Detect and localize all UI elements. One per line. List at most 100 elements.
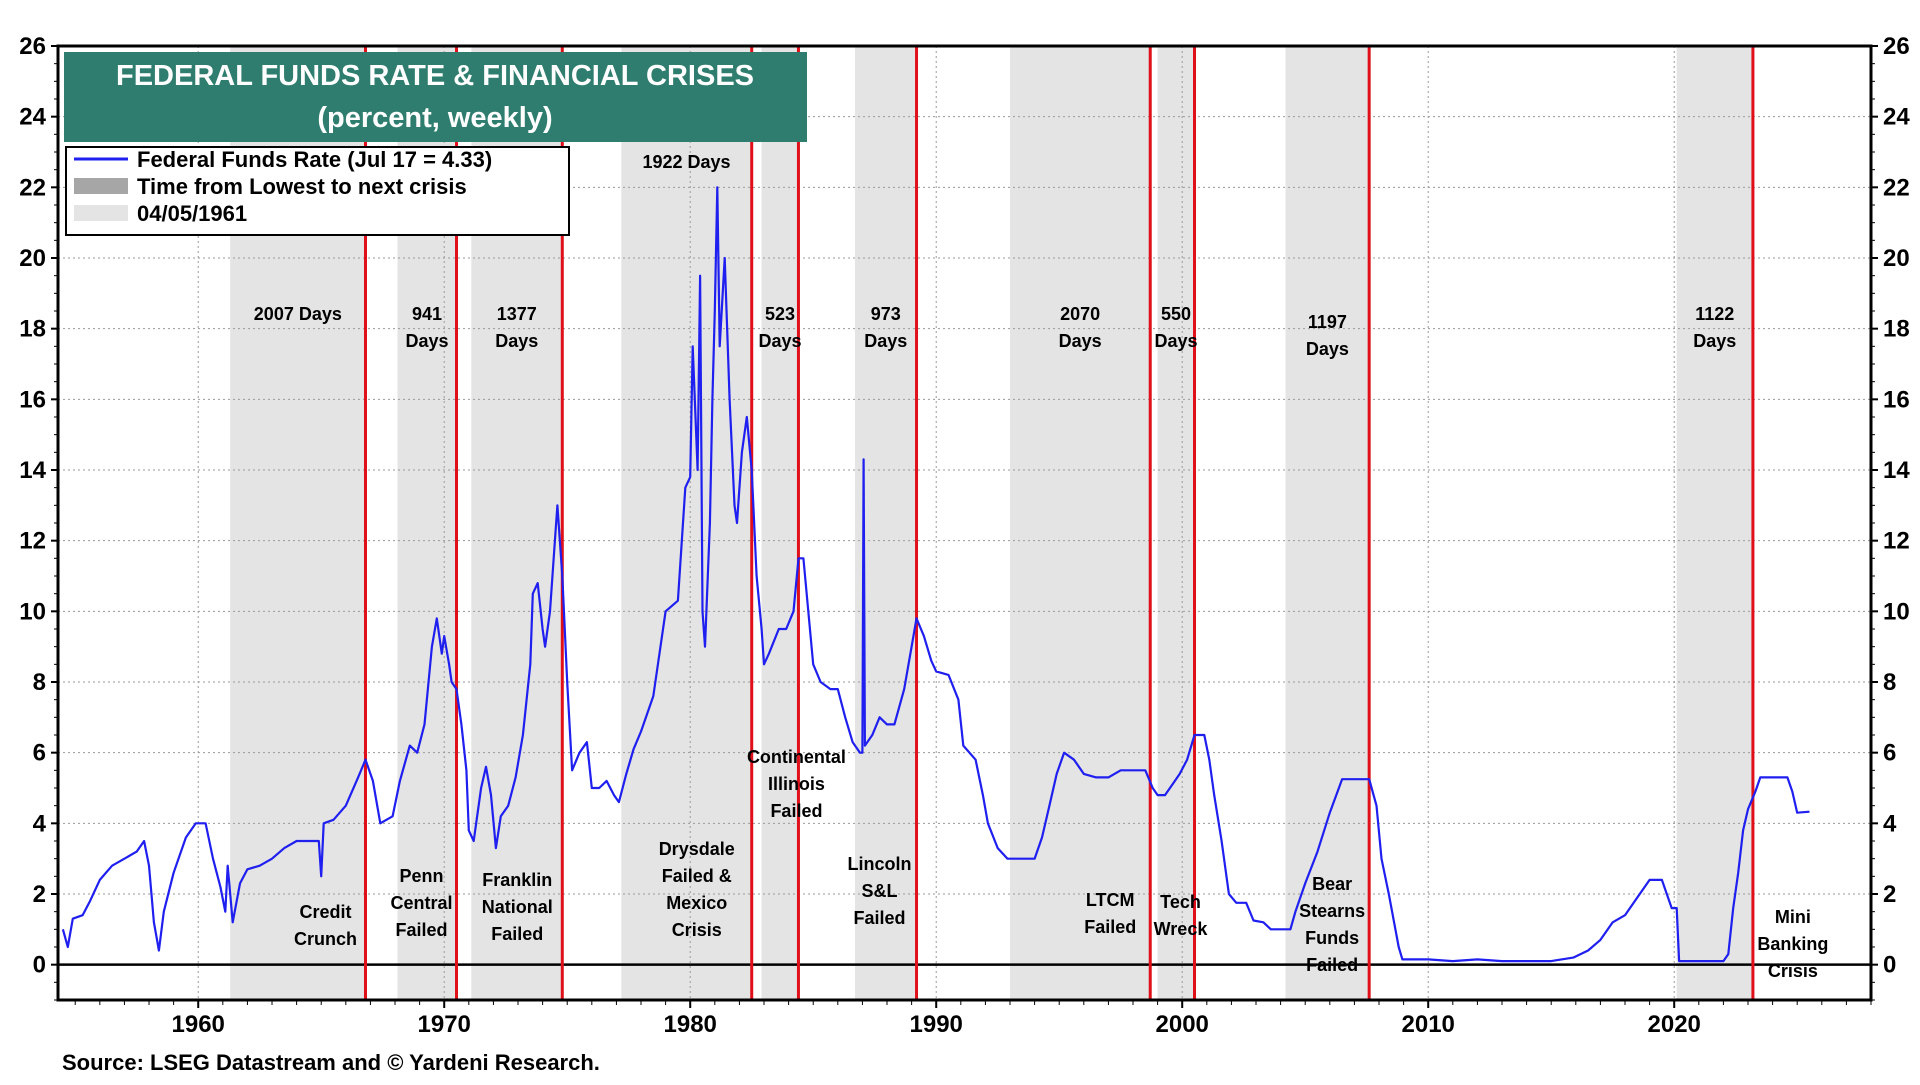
crisis-annotation-line: Illinois (768, 774, 825, 794)
shaded-period (621, 46, 752, 1000)
crisis-annotation-line: Crisis (1768, 961, 1818, 981)
crisis-annotation-line: Failed (1084, 917, 1136, 937)
day-label-number: 1122 (1695, 304, 1734, 324)
day-label: 1922 Days (642, 152, 730, 172)
shaded-period (1157, 46, 1195, 1000)
shaded-period (1676, 46, 1753, 1000)
x-tick-label: 1970 (418, 1011, 471, 1038)
y-tick-label-left: 2 (33, 881, 46, 908)
x-tick-label: 1980 (664, 1011, 717, 1038)
crisis-annotation-line: Banking (1757, 934, 1828, 954)
y-tick-label-right: 18 (1883, 316, 1910, 343)
crisis-annotation: Drysdale Failed & Mexico Crisis (659, 839, 735, 940)
y-tick-label-left: 6 (33, 740, 46, 767)
y-tick-label-left: 22 (19, 174, 46, 201)
shaded-period (855, 46, 917, 1000)
y-tick-label-left: 26 (19, 33, 46, 60)
day-label-number: 550 (1161, 304, 1191, 324)
day-label-unit: Days (1693, 331, 1736, 351)
day-label-unit: Days (1306, 339, 1349, 359)
series-line (61, 186, 1810, 963)
crisis-annotation-line: Wreck (1154, 919, 1209, 939)
x-tick-label: 2010 (1402, 1011, 1455, 1038)
day-label: 941 Days (405, 304, 448, 351)
y-tick-label-right: 12 (1883, 528, 1910, 555)
y-tick-label-right: 10 (1883, 598, 1910, 625)
crisis-annotation-line: Penn (400, 866, 444, 886)
crisis-annotation-line: Central (391, 893, 453, 913)
crisis-annotation-line: Failed (854, 908, 906, 928)
day-label-unit: Days (1155, 331, 1198, 351)
crisis-annotation-line: Failed (396, 920, 448, 940)
y-tick-label-left: 12 (19, 528, 46, 555)
x-tick-label: 2020 (1648, 1011, 1701, 1038)
y-tick-label-left: 24 (19, 104, 46, 131)
day-label-number: 2070 (1060, 304, 1100, 324)
y-tick-label-right: 22 (1883, 174, 1910, 201)
crisis-annotation-line: Crunch (294, 929, 357, 949)
crisis-annotation: Franklin National Failed (482, 870, 553, 944)
day-label-unit: Days (405, 331, 448, 351)
day-label-unit: Days (864, 331, 907, 351)
crisis-annotation-line: Continental (747, 747, 846, 767)
day-label-number: 973 (871, 304, 901, 324)
crisis-annotation-line: Failed (770, 801, 822, 821)
y-tick-label-left: 14 (19, 457, 46, 484)
crisis-annotation-line: Failed (1306, 955, 1358, 975)
y-tick-label-left: 4 (33, 810, 47, 837)
day-label-number: 1197 (1308, 312, 1347, 332)
crisis-annotation-line: LTCM (1086, 890, 1135, 910)
crisis-annotation-line: Mini (1775, 907, 1811, 927)
y-tick-label-left: 16 (19, 386, 46, 413)
y-tick-label-left: 20 (19, 245, 46, 272)
crisis-annotation: Lincoln S&L Failed (848, 854, 912, 928)
day-labels: 2007 Days 941 Days 1377 Days 1922 Days 523 Days… (254, 152, 1736, 359)
crisis-annotation-line: S&L (862, 881, 898, 901)
crisis-annotation-line: Crisis (672, 920, 722, 940)
day-label: 550 Days (1155, 304, 1198, 351)
crisis-annotation: Mini Banking Crisis (1757, 907, 1828, 981)
x-tick-label: 2000 (1156, 1011, 1209, 1038)
day-label-number: 523 (765, 304, 795, 324)
crisis-annotation-line: Mexico (666, 893, 727, 913)
shaded-period (1010, 46, 1151, 1000)
day-label: 1377 Days (495, 304, 538, 351)
day-label-unit: Days (1059, 331, 1102, 351)
y-tick-label-left: 10 (19, 598, 46, 625)
crisis-annotation-line: Failed & (662, 866, 732, 886)
y-tick-label-right: 6 (1883, 740, 1896, 767)
day-label: 2070 Days (1059, 304, 1102, 351)
y-tick-label-right: 14 (1883, 457, 1910, 484)
crisis-annotation: Bear Stearns Funds Failed (1299, 874, 1365, 975)
legend-swatch-box (74, 178, 128, 194)
legend-label: 04/05/1961 (137, 201, 247, 226)
crisis-annotation-line: Lincoln (848, 854, 912, 874)
y-tick-label-right: 2 (1883, 881, 1896, 908)
crisis-annotation-line: Tech (1160, 892, 1201, 912)
y-tick-label-right: 16 (1883, 386, 1910, 413)
y-tick-label-left: 0 (33, 952, 46, 979)
y-tick-label-left: 18 (19, 316, 46, 343)
legend-box (65, 146, 570, 236)
source-note: Source: LSEG Datastream and © Yardeni Re… (62, 1050, 600, 1075)
y-tick-label-right: 8 (1883, 669, 1896, 696)
x-tick-label: 1960 (172, 1011, 225, 1038)
day-label-number: 1377 (497, 304, 537, 324)
legend-swatch-box (74, 205, 128, 221)
crisis-annotation-line: Failed (491, 924, 543, 944)
day-label: 1197 Days (1306, 312, 1349, 359)
crisis-annotation-line: Drysdale (659, 839, 735, 859)
legend: Federal Funds Rate (Jul 17 = 4.33)Time f… (65, 146, 570, 236)
day-label-unit: Days (758, 331, 801, 351)
y-tick-label-right: 26 (1883, 33, 1910, 60)
y-tick-label-left: 8 (33, 669, 46, 696)
shaded-period (761, 46, 799, 1000)
day-label-unit: Days (495, 331, 538, 351)
y-tick-label-right: 24 (1883, 104, 1910, 131)
day-label: 1122 Days (1693, 304, 1736, 351)
y-tick-label-right: 20 (1883, 245, 1910, 272)
legend-label: Time from Lowest to next crisis (137, 174, 467, 199)
